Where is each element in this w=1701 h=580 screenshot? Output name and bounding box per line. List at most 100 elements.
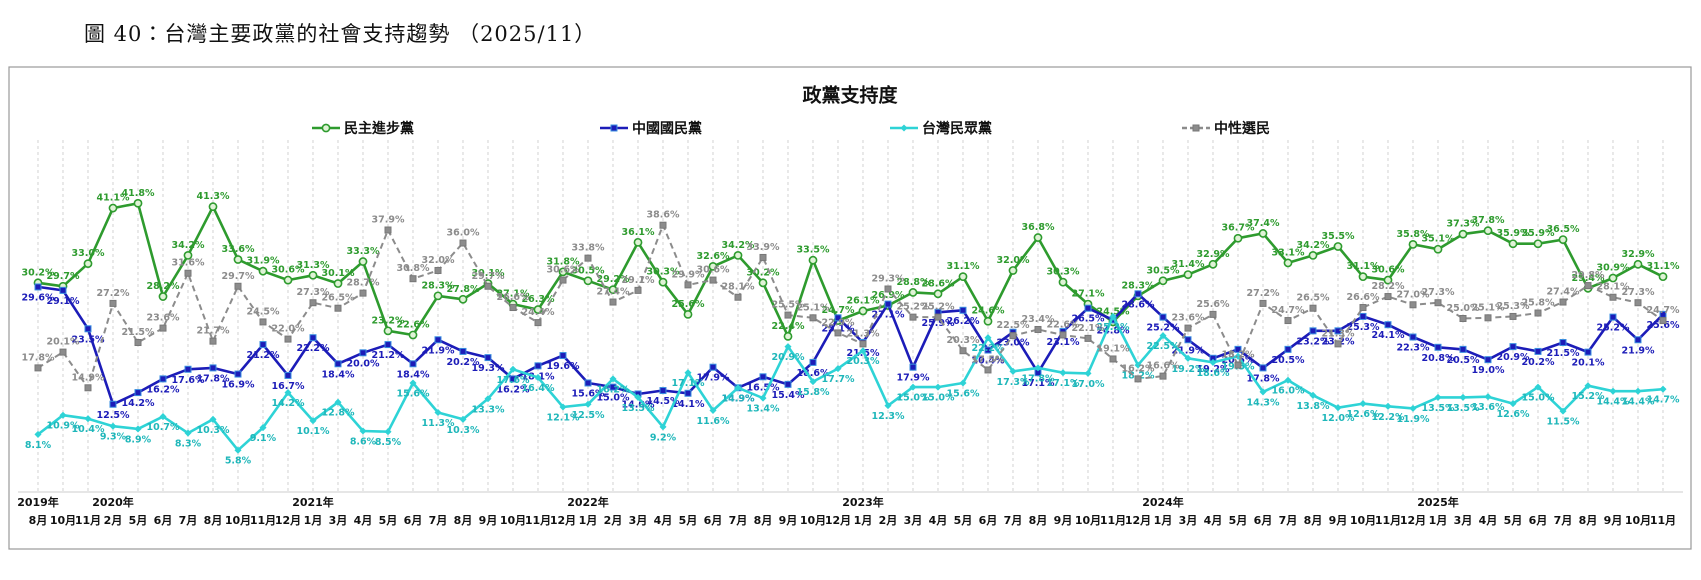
data-label: 28.6% [1122,299,1155,310]
chart-frame [8,66,1692,550]
data-point [759,373,767,381]
x-tick-label: 7月 [429,514,448,527]
data-point [59,286,67,294]
data-label: 16.9% [222,380,255,391]
data-point [1609,293,1617,301]
data-label: 8.9% [125,434,152,445]
data-label: 27.1% [1072,289,1105,300]
data-label: 25.5% [772,300,805,311]
data-point [1359,400,1367,408]
data-point [1059,369,1067,377]
data-point [1184,336,1192,344]
data-label: 15.0% [597,393,630,404]
data-point [1658,272,1668,282]
data-point [1359,304,1367,312]
data-point [159,413,167,421]
x-tick-label: 7月 [1554,514,1573,527]
data-point [1184,324,1192,332]
x-tick-label: 11月 [75,514,101,527]
data-label: 14.2% [272,398,305,409]
data-label: 21.7% [197,326,230,337]
x-tick-label: 5月 [129,514,148,527]
data-label: 32.0% [997,255,1030,266]
x-tick-label: 4月 [929,514,948,527]
data-label: 11.5% [1547,417,1580,428]
x-tick-label: 6月 [1254,514,1273,527]
x-tick-label: 8月 [1579,514,1598,527]
data-label: 30.1% [472,268,505,279]
data-label: 22.6% [1047,319,1080,330]
data-point [909,313,917,321]
data-label: 30.5% [572,265,605,276]
data-label: 37.8% [1472,215,1505,226]
data-point [1534,347,1542,355]
data-label: 14.1% [672,399,705,410]
x-group-label: 2022年 [567,495,609,509]
data-label: 25.2% [897,302,930,313]
x-tick-label: 6月 [154,514,173,527]
data-point [233,255,243,264]
data-label: 25.1% [797,302,830,313]
x-tick-label: 6月 [979,514,998,527]
data-label: 30.6% [697,265,730,276]
data-point [609,375,617,383]
data-point [909,383,917,391]
data-label: 21.9% [1622,345,1655,356]
data-label: 17.7% [822,374,855,385]
data-label: 36.5% [1547,224,1580,235]
data-point [209,364,217,372]
data-point [383,326,393,336]
data-point [433,291,443,301]
x-tick-label: 12月 [825,514,851,527]
data-label: 19.3% [472,363,505,374]
data-label: 9.3% [100,432,127,443]
data-label: 25.2% [1597,323,1630,334]
data-point [509,375,517,383]
data-label: 28.6% [922,278,955,289]
data-label: 26.2% [947,316,980,327]
data-point [1284,345,1292,353]
data-point [1634,387,1642,395]
data-label: 22.2% [297,343,330,354]
data-point [1309,327,1317,335]
x-tick-label: 7月 [179,514,198,527]
data-label: 24.7% [1647,305,1680,316]
data-label: 16.2% [147,384,180,395]
data-point [533,305,543,314]
data-label: 16.2% [597,384,630,395]
data-label: 10.3% [197,425,230,436]
x-tick-label: 10月 [1350,514,1376,527]
data-point [559,276,567,284]
data-point [309,417,317,425]
data-label: 31.1% [947,261,980,272]
data-point [834,329,842,337]
data-label: 23.6% [1172,313,1205,324]
data-label: 15.0% [922,393,955,404]
data-point [509,365,517,373]
data-point [884,402,892,410]
data-label: 30.8% [397,263,430,274]
legend-marker [610,124,618,132]
data-label: 31.1% [1647,261,1680,272]
data-point [284,389,292,397]
x-tick-label: 1月 [1429,514,1448,527]
data-point [359,289,367,297]
data-label: 24.4% [522,307,555,318]
data-label: 37.4% [1247,218,1280,229]
x-tick-label: 7月 [729,514,748,527]
x-tick-label: 5月 [679,514,698,527]
data-label: 13.4% [747,404,780,415]
x-tick-label: 3月 [1454,514,1473,527]
data-label: 10.1% [297,426,330,437]
x-tick-label: 10月 [1625,514,1651,527]
data-point [1484,356,1492,364]
data-label: 27.0% [1397,289,1430,300]
data-label: 29.7% [222,271,255,282]
data-label: 14.9% [722,393,755,404]
data-label: 16.2% [1122,363,1155,374]
x-tick-label: 10月 [1075,514,1101,527]
data-point [609,383,617,391]
data-point [34,283,42,291]
data-label: 33.5% [797,245,830,256]
